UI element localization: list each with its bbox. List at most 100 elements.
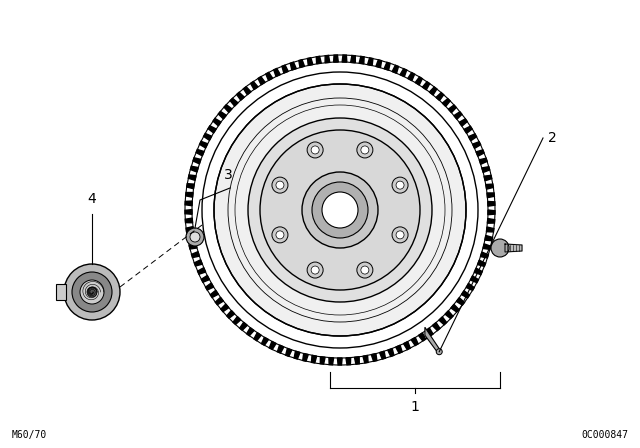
Polygon shape: [185, 210, 192, 214]
Circle shape: [186, 228, 204, 246]
Circle shape: [248, 118, 432, 302]
Polygon shape: [213, 118, 221, 126]
Polygon shape: [251, 82, 258, 90]
Polygon shape: [404, 341, 410, 349]
Polygon shape: [408, 73, 415, 81]
Polygon shape: [479, 158, 487, 164]
Polygon shape: [294, 351, 300, 359]
Polygon shape: [258, 77, 265, 85]
Polygon shape: [189, 243, 197, 249]
Polygon shape: [196, 150, 204, 156]
Polygon shape: [384, 62, 390, 70]
Polygon shape: [221, 304, 228, 312]
Polygon shape: [198, 268, 205, 274]
Polygon shape: [325, 56, 330, 63]
Polygon shape: [191, 252, 200, 258]
Polygon shape: [190, 166, 198, 172]
Polygon shape: [277, 345, 284, 353]
Polygon shape: [185, 218, 193, 223]
Circle shape: [312, 182, 368, 238]
Polygon shape: [388, 349, 394, 357]
Circle shape: [307, 262, 323, 278]
Polygon shape: [187, 184, 195, 189]
Polygon shape: [208, 126, 216, 133]
Polygon shape: [205, 283, 214, 290]
Circle shape: [322, 192, 358, 228]
Polygon shape: [460, 119, 467, 126]
Polygon shape: [224, 105, 232, 112]
Polygon shape: [439, 317, 447, 325]
Polygon shape: [376, 60, 381, 68]
Polygon shape: [429, 87, 437, 95]
Polygon shape: [346, 358, 351, 365]
Polygon shape: [482, 167, 490, 172]
Polygon shape: [422, 82, 429, 90]
Polygon shape: [204, 134, 212, 140]
Circle shape: [311, 266, 319, 274]
Polygon shape: [464, 126, 472, 134]
Polygon shape: [239, 322, 247, 330]
Text: 1: 1: [411, 400, 419, 414]
Text: 3: 3: [223, 168, 232, 182]
Polygon shape: [342, 55, 347, 62]
Polygon shape: [468, 134, 477, 141]
Polygon shape: [307, 58, 313, 65]
Polygon shape: [461, 291, 470, 298]
Polygon shape: [337, 358, 342, 365]
Circle shape: [357, 262, 373, 278]
Circle shape: [272, 177, 288, 193]
Polygon shape: [466, 284, 474, 290]
Polygon shape: [419, 333, 426, 341]
Polygon shape: [371, 353, 377, 362]
Polygon shape: [243, 86, 251, 95]
Polygon shape: [299, 60, 305, 68]
Polygon shape: [436, 93, 444, 100]
Polygon shape: [484, 175, 492, 181]
Polygon shape: [274, 69, 280, 77]
Text: 4: 4: [88, 192, 97, 206]
Polygon shape: [486, 227, 494, 232]
Polygon shape: [488, 202, 495, 206]
Polygon shape: [474, 268, 483, 275]
Circle shape: [361, 266, 369, 274]
Circle shape: [302, 172, 378, 248]
Polygon shape: [188, 175, 196, 181]
Circle shape: [392, 227, 408, 243]
Circle shape: [436, 349, 442, 355]
Circle shape: [64, 264, 120, 320]
Polygon shape: [486, 184, 493, 189]
Circle shape: [272, 227, 288, 243]
Polygon shape: [237, 92, 244, 100]
Polygon shape: [186, 193, 193, 197]
Circle shape: [311, 146, 319, 154]
FancyBboxPatch shape: [56, 284, 66, 300]
Polygon shape: [285, 349, 292, 356]
Polygon shape: [445, 311, 453, 319]
Polygon shape: [505, 244, 522, 252]
Polygon shape: [359, 56, 364, 64]
Polygon shape: [400, 69, 406, 77]
Circle shape: [396, 231, 404, 239]
Polygon shape: [320, 357, 325, 364]
Polygon shape: [477, 260, 486, 267]
Polygon shape: [303, 353, 308, 361]
Polygon shape: [215, 297, 223, 305]
Polygon shape: [472, 142, 481, 148]
Polygon shape: [355, 357, 359, 364]
Polygon shape: [202, 276, 209, 282]
Polygon shape: [312, 355, 317, 363]
Circle shape: [190, 232, 200, 242]
Polygon shape: [488, 210, 495, 215]
Circle shape: [276, 231, 284, 239]
Polygon shape: [367, 58, 373, 65]
Circle shape: [392, 177, 408, 193]
Text: 2: 2: [548, 131, 557, 145]
Polygon shape: [396, 345, 402, 353]
Text: 0C000847: 0C000847: [581, 430, 628, 440]
Polygon shape: [195, 260, 202, 266]
Polygon shape: [485, 236, 493, 241]
Polygon shape: [254, 333, 261, 341]
Polygon shape: [363, 355, 368, 363]
Polygon shape: [426, 328, 433, 336]
Polygon shape: [454, 112, 462, 119]
